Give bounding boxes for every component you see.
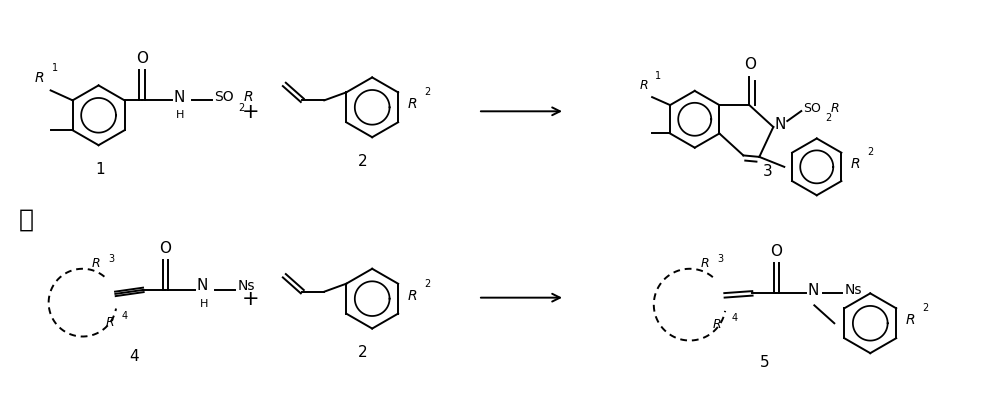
Text: R: R [713,317,721,330]
Text: N: N [807,282,819,297]
Text: Ns: Ns [844,283,862,297]
Text: +: + [242,102,259,122]
Text: R: R [850,156,860,170]
Text: O: O [136,51,148,66]
Text: 3: 3 [763,164,773,179]
Text: 4: 4 [731,312,737,322]
Text: 2: 2 [424,278,430,288]
Text: 2: 2 [424,87,430,97]
Text: 2: 2 [238,103,245,113]
Text: SO: SO [803,101,821,114]
Text: 5: 5 [760,354,769,370]
Text: R: R [830,101,839,114]
Text: R: R [92,256,100,269]
Text: R: R [639,79,648,92]
Text: O: O [744,57,756,72]
Text: R: R [105,315,114,328]
Text: 3: 3 [717,253,723,263]
Text: N: N [774,116,786,131]
Text: R: R [243,90,253,104]
Text: 2: 2 [922,303,928,312]
Text: R: R [407,97,417,111]
Text: 2: 2 [357,344,367,360]
Text: 1: 1 [52,63,58,73]
Text: 2: 2 [867,146,873,156]
Text: 4: 4 [122,310,128,320]
Text: SO: SO [214,90,234,104]
Text: O: O [770,244,782,259]
Text: O: O [159,241,171,255]
Text: R: R [35,71,45,85]
Text: H: H [176,110,185,120]
Text: 或: 或 [19,207,34,231]
Text: R: R [905,312,915,326]
Text: 2: 2 [357,154,367,169]
Text: 1: 1 [96,162,105,177]
Text: R: R [700,257,709,269]
Text: 4: 4 [130,348,139,364]
Text: H: H [200,298,208,308]
Text: N: N [196,278,208,293]
Text: 3: 3 [108,253,115,263]
Text: Ns: Ns [237,278,255,292]
Text: 2: 2 [825,113,831,123]
Text: N: N [173,90,185,105]
Text: R: R [407,288,417,302]
Text: 1: 1 [655,71,661,81]
Text: +: + [242,288,259,308]
